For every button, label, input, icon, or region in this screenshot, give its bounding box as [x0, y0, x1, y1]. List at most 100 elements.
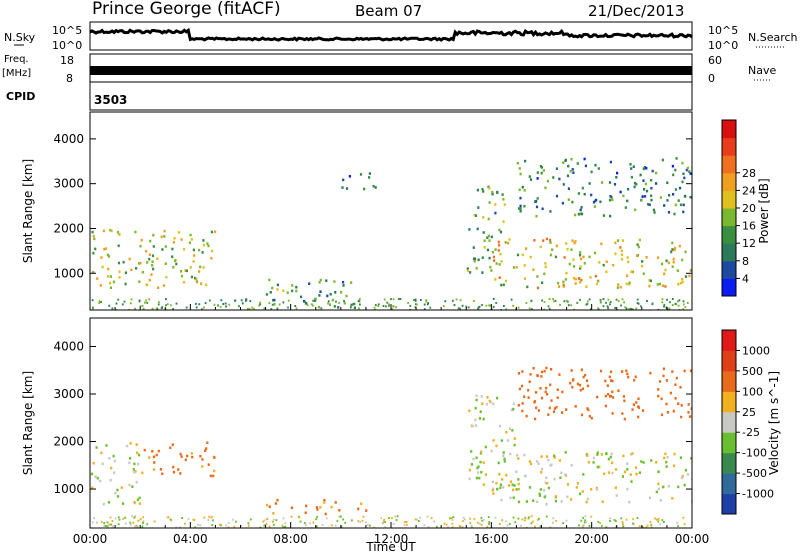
range-time-cell — [676, 521, 679, 524]
range-time-cell — [132, 468, 135, 471]
range-time-cell — [214, 230, 217, 233]
range-time-cell — [500, 498, 503, 502]
time-xaxis: 00:00 04:00 08:00 12:00 16:00 20:00 00:00 — [73, 304, 709, 546]
range-time-cell — [545, 386, 548, 390]
range-time-cell — [593, 205, 596, 208]
range-time-cell — [567, 187, 570, 190]
power-colorbar-label: Power [dB] — [757, 178, 771, 243]
range-time-cell — [142, 307, 145, 310]
range-time-cell — [475, 267, 478, 270]
range-time-cell — [193, 518, 196, 521]
range-time-cell — [589, 308, 592, 310]
range-time-cell — [482, 461, 485, 464]
range-time-cell — [234, 299, 237, 302]
range-time-cell — [484, 445, 487, 449]
range-time-cell — [527, 517, 530, 520]
range-time-cell — [100, 256, 103, 259]
range-time-cell — [578, 383, 582, 387]
range-time-cell — [138, 496, 141, 500]
range-time-cell — [372, 184, 375, 188]
range-time-cell — [100, 301, 102, 303]
range-time-cell — [482, 483, 485, 486]
range-time-cell — [681, 161, 684, 165]
range-time-cell — [512, 488, 515, 492]
range-time-cell — [665, 402, 668, 406]
nave-label: Nave — [748, 64, 776, 77]
range-time-cell — [582, 375, 585, 379]
range-time-cell — [517, 478, 520, 481]
range-time-cell — [545, 455, 549, 458]
range-time-cell — [600, 453, 603, 456]
range-time-cell — [594, 274, 597, 278]
range-time-cell — [476, 471, 480, 474]
range-time-cell — [609, 517, 611, 520]
range-time-cell — [495, 481, 498, 485]
range-time-cell — [91, 299, 94, 302]
range-time-cell — [626, 256, 629, 259]
range-time-cell — [616, 286, 619, 289]
range-time-cell — [562, 285, 565, 288]
range-time-cell — [546, 481, 549, 485]
range-time-cell — [207, 463, 210, 466]
range-time-cell — [306, 304, 309, 307]
range-time-cell — [360, 502, 363, 505]
range-time-cell — [585, 500, 588, 504]
range-time-cell — [220, 299, 223, 302]
range-time-cell — [99, 284, 102, 287]
range-time-cell — [624, 306, 627, 309]
range-time-cell — [622, 194, 625, 198]
range-time-cell — [423, 308, 426, 310]
range-time-cell — [588, 255, 591, 259]
range-time-cell — [683, 194, 686, 198]
range-time-cell — [674, 168, 677, 172]
range-time-cell — [672, 173, 675, 177]
range-time-cell — [331, 524, 333, 527]
range-time-cell — [518, 167, 521, 170]
range-time-cell — [551, 248, 554, 251]
range-time-cell — [633, 181, 637, 185]
range-time-cell — [138, 502, 141, 505]
range-time-cell — [528, 486, 532, 489]
range-time-cell — [141, 270, 144, 274]
range-time-cell — [636, 243, 639, 246]
range-time-cell — [590, 515, 593, 518]
range-time-cell — [333, 305, 336, 308]
range-time-cell — [457, 307, 460, 310]
range-time-cell — [207, 519, 210, 521]
range-time-cell — [391, 517, 393, 520]
range-time-cell — [562, 283, 565, 287]
range-time-cell — [561, 201, 564, 205]
range-time-cell — [519, 172, 522, 176]
range-time-cell — [599, 298, 602, 301]
colorbar-tick-label: 500 — [742, 365, 763, 378]
range-time-cell — [184, 269, 187, 272]
range-time-cell — [488, 239, 491, 242]
range-time-cell — [373, 306, 376, 309]
range-time-cell — [582, 473, 585, 476]
range-time-cell — [477, 308, 480, 310]
colorbar-swatch — [722, 155, 736, 174]
range-time-cell — [106, 253, 109, 257]
range-time-cell — [541, 299, 543, 302]
range-time-cell — [303, 522, 306, 525]
range-time-cell — [580, 413, 584, 417]
range-time-cell — [661, 298, 664, 301]
range-time-cell — [673, 248, 676, 252]
range-time-cell — [195, 306, 198, 309]
range-time-cell — [615, 298, 618, 301]
range-time-cell — [614, 307, 616, 309]
range-time-cell — [579, 281, 582, 284]
range-time-cell — [611, 198, 614, 202]
range-time-cell — [640, 198, 643, 202]
range-time-cell — [596, 395, 599, 399]
range-time-cell — [329, 292, 332, 296]
noise-line — [89, 27, 693, 42]
range-time-cell — [135, 524, 138, 527]
range-time-cell — [309, 522, 311, 525]
range-time-cell — [646, 300, 648, 302]
range-time-cell — [109, 478, 112, 482]
range-time-cell — [139, 305, 142, 308]
range-time-cell — [614, 486, 617, 489]
range-time-cell — [615, 468, 618, 471]
range-time-cell — [678, 244, 681, 248]
